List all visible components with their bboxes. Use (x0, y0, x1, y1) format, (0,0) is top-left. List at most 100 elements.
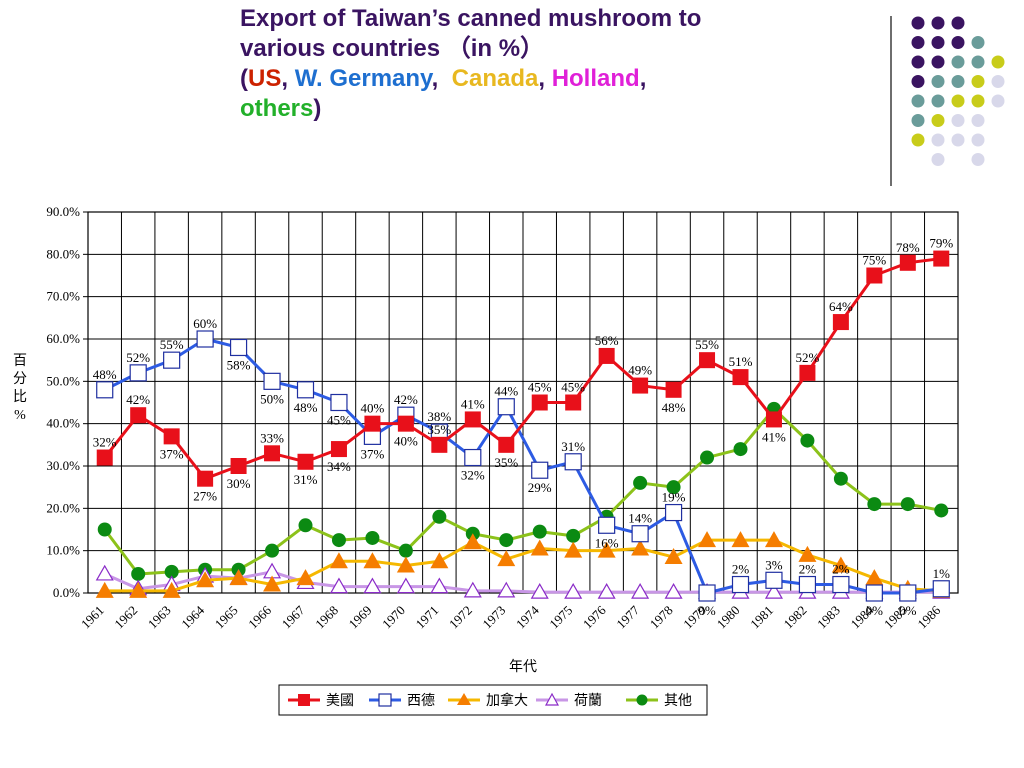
data-label: 55% (695, 337, 719, 352)
data-label: 32% (93, 435, 117, 450)
point-marker (297, 453, 314, 470)
decor-dot (971, 133, 985, 147)
point-marker (731, 575, 750, 594)
point-marker (396, 577, 415, 594)
x-tick-label: 1969 (346, 603, 375, 632)
point-marker (329, 552, 348, 569)
decor-dot (911, 36, 925, 49)
point-marker (664, 548, 683, 565)
point-marker (497, 550, 516, 567)
decor-dot (951, 55, 965, 69)
data-label: 2% (799, 562, 817, 577)
point-marker (564, 582, 583, 599)
point-marker (798, 545, 817, 562)
data-label: 32% (461, 468, 485, 483)
legend-marker (544, 692, 560, 706)
title-line-2: various countries （in %） (240, 35, 545, 62)
point-marker (264, 445, 281, 462)
x-tick-label: 1978 (647, 603, 676, 632)
x-tick-label: 1975 (546, 603, 575, 632)
point-marker (865, 569, 884, 586)
decor-dot (971, 55, 985, 69)
point-marker (398, 543, 413, 558)
point-marker (632, 377, 649, 394)
data-label: 38% (427, 409, 451, 424)
decor-dot (971, 94, 985, 108)
x-tick-label: 1968 (312, 603, 341, 632)
decor-dot (991, 55, 1005, 69)
y-tick-label: 90.0% (46, 204, 80, 219)
point-marker (95, 581, 114, 598)
point-marker (531, 461, 549, 479)
point-marker (732, 369, 749, 386)
point-marker (631, 539, 650, 556)
point-marker (431, 436, 448, 453)
point-marker (330, 393, 348, 412)
point-marker (933, 250, 950, 267)
point-marker (497, 581, 516, 598)
point-marker (230, 458, 247, 474)
point-marker (532, 524, 547, 539)
point-marker (566, 528, 581, 543)
decor-dot (971, 75, 985, 88)
x-tick-label: 1970 (379, 603, 408, 632)
decor-dot (911, 55, 925, 69)
vertical-divider (890, 16, 892, 186)
y-tick-label: 80.0% (46, 246, 80, 261)
point-marker (263, 372, 281, 390)
data-label: 3% (765, 557, 783, 572)
data-label: 2% (832, 562, 850, 577)
line-chart: 0.0% 10.0% 20.0% 30.0% 40.0% 50.0% 60.0% 70.0% 8… (13, 204, 959, 716)
x-tick-label: 1976 (580, 602, 609, 631)
x-tick-label: 1965 (212, 603, 241, 632)
legend-marker (378, 693, 392, 707)
point-marker (499, 533, 514, 548)
point-marker (296, 381, 315, 399)
x-tick-label: 1977 (613, 602, 642, 631)
data-label: 27% (193, 489, 217, 504)
data-label: 40% (394, 434, 418, 449)
decor-dot (931, 75, 945, 88)
legend-label: 西德 (407, 693, 435, 709)
point-marker (197, 470, 214, 487)
country-w-germany: W. Germany (294, 65, 432, 92)
point-marker (564, 541, 583, 558)
comma: , (281, 65, 289, 92)
legend-label: 美國 (326, 693, 354, 709)
decor-dot (951, 36, 965, 49)
series-0 (96, 250, 950, 487)
point-marker (196, 330, 214, 348)
point-marker (229, 338, 248, 357)
data-label: 56% (595, 333, 619, 348)
series-2 (95, 531, 951, 598)
y-tick-label: 70.0% (46, 289, 80, 304)
point-marker (899, 254, 916, 271)
decor-dot (931, 36, 945, 49)
point-marker (765, 411, 782, 428)
point-marker (96, 449, 113, 466)
legend-label: 其他 (664, 693, 692, 709)
y-tick-label: 50.0% (46, 373, 80, 388)
decor-dot (911, 75, 925, 88)
point-marker (765, 571, 783, 589)
point-marker (129, 581, 148, 598)
point-marker (196, 571, 215, 588)
point-marker (934, 503, 949, 518)
point-marker (331, 533, 346, 548)
legend-marker (457, 693, 471, 705)
point-marker (130, 407, 147, 424)
data-label: 79% (929, 236, 953, 251)
legend-marker (636, 694, 648, 706)
data-label: 19% (662, 490, 686, 505)
data-label: 14% (628, 511, 652, 526)
point-marker (397, 415, 414, 432)
data-label: 0% (698, 603, 716, 618)
data-label: 50% (260, 391, 284, 406)
point-marker (597, 541, 616, 558)
point-marker (363, 577, 382, 594)
point-marker (530, 539, 549, 556)
point-marker (497, 398, 515, 416)
data-label: 30% (227, 476, 251, 491)
x-tick-label: 1971 (412, 603, 441, 632)
decor-dot (931, 153, 945, 166)
